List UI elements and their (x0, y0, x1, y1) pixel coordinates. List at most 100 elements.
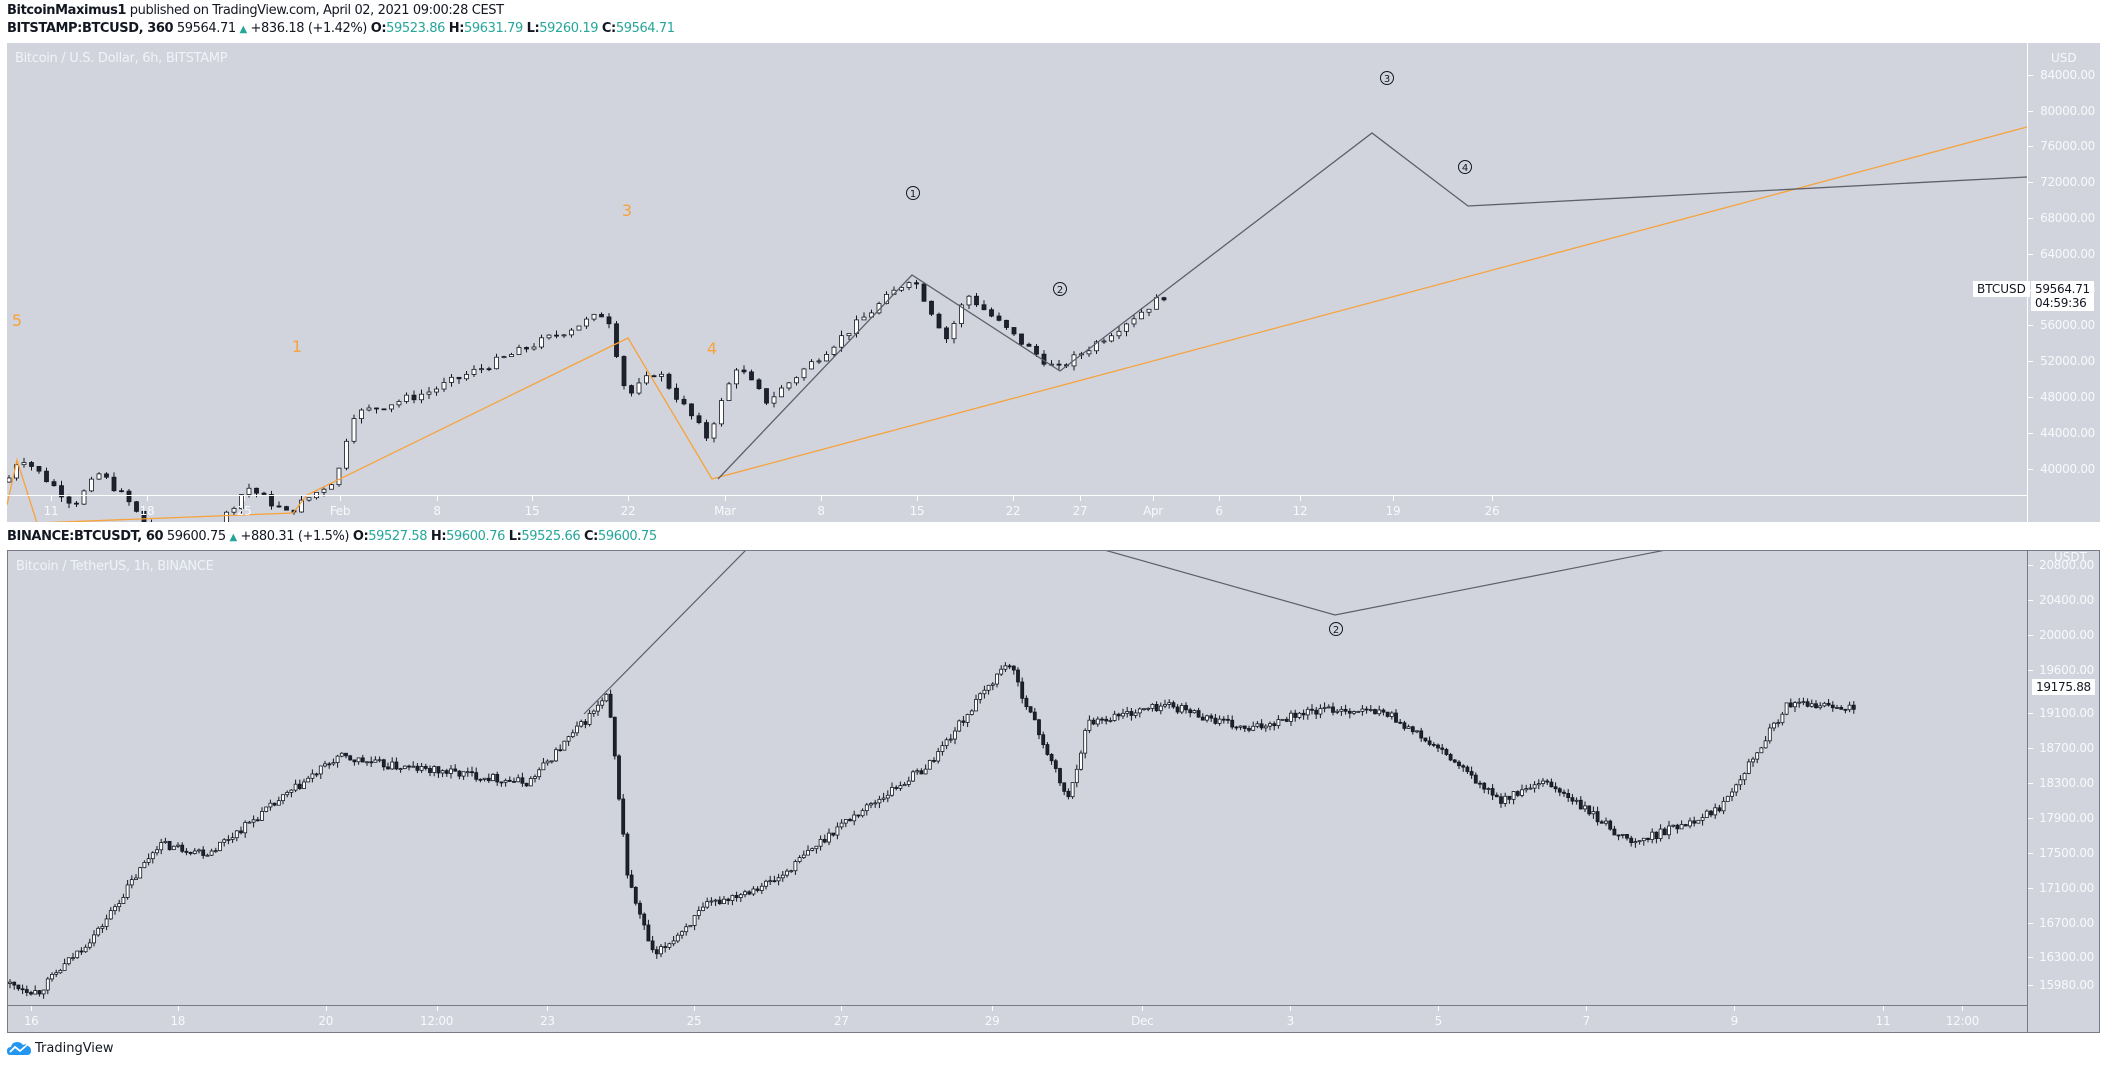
open-label: O: (352, 529, 369, 544)
top-close: 59564.71 (615, 21, 675, 36)
price-tick (2028, 565, 2033, 566)
time-label: 7 (1582, 1014, 1591, 1028)
bottom-symbol-line: BINANCE:BTCUSDT, 60 59600.75 ▲ +880.31 (… (7, 529, 657, 544)
close-label: C: (601, 21, 616, 36)
price-label: 20400.00 (2039, 592, 2094, 607)
top-symbol: BITSTAMP:BTCUSD, 360 (7, 21, 174, 36)
price-label: 18300.00 (2039, 776, 2094, 790)
bottom-price-tag: 19175.88 (2032, 679, 2095, 695)
price-label: 84000.00 (2040, 67, 2095, 82)
svg-text:1: 1 (910, 189, 916, 200)
price-tick (2028, 218, 2033, 220)
time-tick (1492, 496, 1493, 501)
top-price-tag: 59564.71 04:59:36 (2031, 281, 2094, 311)
time-tick (1300, 496, 1301, 501)
top-change: +836.18 (+1.42%) (250, 21, 368, 36)
time-tick (821, 496, 822, 501)
wave-label-circled: 1 (906, 186, 920, 200)
bottom-time-axis[interactable]: 16 18 20 12:00 23 25 27 29 Dec 3 5 7 9 11 12:00 (8, 1005, 2027, 1033)
time-tick (693, 1006, 695, 1011)
price-label: 16300.00 (2039, 950, 2094, 965)
time-label: Dec (1131, 1014, 1154, 1028)
top-last-price: 59564.71 (176, 21, 236, 36)
time-tick (1290, 1006, 1292, 1011)
price-label: 52000.00 (2040, 354, 2095, 369)
time-tick (1080, 496, 1081, 501)
time-tick (244, 496, 245, 501)
top-unit-label: USD (2051, 51, 2077, 65)
time-label: Mar (714, 504, 736, 518)
up-arrow-icon: ▲ (239, 24, 248, 35)
time-tick (340, 496, 341, 501)
gray-wave-line[interactable] (717, 132, 2027, 480)
bottom-change: +880.31 (+1.5%) (240, 529, 350, 544)
price-tick (2028, 713, 2033, 715)
price-tick (2028, 817, 2033, 819)
top-open: 59523.86 (386, 21, 446, 36)
time-tick (532, 496, 533, 501)
time-label: 15 (909, 504, 925, 518)
price-tick (2028, 74, 2033, 76)
time-label: 20 (318, 1014, 334, 1028)
price-tick (2028, 783, 2033, 784)
time-tick (1734, 1006, 1736, 1011)
time-label: 11 (1875, 1014, 1891, 1028)
price-label: 18700.00 (2039, 741, 2094, 756)
price-tick (2028, 887, 2033, 889)
bottom-low: 59525.66 (521, 529, 581, 544)
bottom-chart-plot[interactable]: 12 (8, 551, 2028, 1007)
bottom-price-axis[interactable]: USDT 15980.00 16300.00 16700.00 17100.00 175… (2027, 550, 2100, 1032)
time-label: Feb (329, 504, 351, 518)
publish-line: BitcoinMaximus1 published on TradingView… (7, 3, 504, 18)
price-label: 20000.00 (2039, 627, 2094, 642)
price-tick (2028, 110, 2033, 112)
author-name[interactable]: BitcoinMaximus1 (7, 3, 127, 18)
time-tick (31, 1006, 33, 1011)
time-tick (1142, 1006, 1144, 1011)
time-tick (147, 496, 148, 501)
time-label: 11 (43, 504, 59, 518)
time-label: 8 (433, 504, 441, 518)
top-symbol-line: BITSTAMP:BTCUSD, 360 59564.71 ▲ +836.18 … (7, 21, 675, 36)
time-label: 16 (23, 1014, 39, 1028)
tradingview-brand[interactable]: TradingView (7, 1040, 114, 1056)
time-tick (177, 1006, 179, 1011)
wave-label-circled: 4 (1458, 160, 1472, 174)
price-label: 56000.00 (2040, 318, 2095, 333)
time-label: 9 (1730, 1014, 1739, 1028)
bottom-chart-pane[interactable]: 12 Bitcoin / TetherUS, 1h, BINANCE USDT … (7, 550, 2100, 1033)
top-price-tag-value: 59564.71 (2035, 282, 2090, 296)
top-countdown: 04:59:36 (2035, 296, 2087, 310)
time-tick (1013, 496, 1014, 501)
price-label: 17100.00 (2039, 880, 2094, 895)
candles (7, 279, 1167, 522)
svg-text:2: 2 (1057, 285, 1063, 296)
time-tick (1393, 496, 1394, 501)
time-tick (1219, 496, 1220, 501)
price-tick (2028, 852, 2033, 854)
time-label: 22 (1005, 504, 1021, 518)
bottom-symbol: BINANCE:BTCUSDT, 60 (7, 529, 164, 544)
svg-text:3: 3 (1384, 74, 1390, 85)
gray-wave-line[interactable] (583, 551, 2027, 715)
time-label: 8 (817, 504, 825, 518)
time-tick (725, 496, 726, 501)
low-label: L: (508, 529, 522, 544)
price-tick (2028, 146, 2033, 148)
price-label: 48000.00 (2040, 390, 2095, 405)
tradingview-cloud-icon (7, 1042, 31, 1055)
time-tick (1962, 1006, 1964, 1011)
wave-label-4: 4 (707, 339, 717, 358)
price-label: 80000.00 (2040, 103, 2095, 118)
orange-wave-line[interactable] (7, 126, 2027, 522)
time-label: 12 (1292, 504, 1308, 518)
svg-text:4: 4 (1462, 163, 1468, 174)
top-high: 59631.79 (464, 21, 523, 36)
time-label: 26 (1484, 504, 1500, 518)
top-time-axis[interactable]: 11 18 25 Feb 8 15 22 Mar 8 15 22 27 Apr 6 12 19 26 (7, 495, 2027, 523)
price-label: 17900.00 (2039, 810, 2094, 825)
top-low: 59260.19 (539, 21, 599, 36)
time-tick (437, 496, 438, 501)
